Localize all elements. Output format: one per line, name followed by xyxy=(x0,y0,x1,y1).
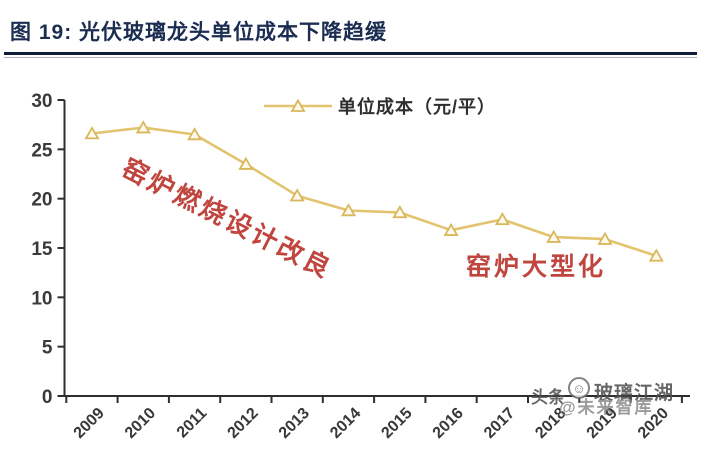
watermark-account: 玻璃江湖 xyxy=(594,383,675,404)
x-tick-label: 2012 xyxy=(225,405,262,442)
y-tick-label: 25 xyxy=(31,140,53,161)
unit-cost-series-line xyxy=(91,126,657,258)
figure-header: 图 19: 光伏玻璃龙头单位成本下降趋缓 xyxy=(10,16,700,46)
watermark-overlay: @未来智库 xyxy=(559,398,654,417)
y-tick-label: 5 xyxy=(42,338,53,359)
data-point-2015 xyxy=(392,205,408,219)
unit-cost-line-chart: 0 5 10 15 20 25 30 2009 2010 2011 2012 2013 2014 2015… xyxy=(31,91,690,442)
data-point-2013 xyxy=(289,188,305,202)
data-point-2014 xyxy=(340,203,357,217)
data-point-2011 xyxy=(187,127,203,141)
data-point-2020 xyxy=(648,248,664,262)
x-tick-label: 2017 xyxy=(481,405,518,442)
data-point-2016 xyxy=(443,222,459,236)
legend: 单位成本（元/平） xyxy=(264,93,496,119)
title-rule-divider xyxy=(4,52,697,55)
y-tick-label: 15 xyxy=(31,239,53,260)
y-tick-label: 0 xyxy=(42,387,53,408)
legend-line-marker-icon xyxy=(264,99,332,112)
smiley-avatar-icon: ☺ xyxy=(568,377,590,399)
x-tick-label: 2015 xyxy=(378,405,415,442)
data-point-2018 xyxy=(546,229,562,243)
x-tick-label: 2014 xyxy=(327,405,364,442)
data-point-2009 xyxy=(84,126,100,140)
data-point-2012 xyxy=(238,156,254,170)
data-point-2017 xyxy=(494,211,510,226)
x-tick-label: 2009 xyxy=(71,405,108,442)
x-tick-label: 2010 xyxy=(122,405,159,442)
watermark-prefix: 头条 xyxy=(531,388,565,407)
legend-label: 单位成本（元/平） xyxy=(338,97,497,117)
x-tick-label: 2011 xyxy=(174,405,211,442)
x-tick-label: 2016 xyxy=(430,405,467,442)
x-tick-label: 2013 xyxy=(276,405,313,442)
annotation-furnace-enlargement: 窑炉大型化 xyxy=(466,253,607,281)
data-point-2010 xyxy=(135,120,151,134)
chart-area: 0 5 10 15 20 25 30 2009 2010 2011 2012 2013 2014 2015… xyxy=(0,60,701,475)
data-point-2019 xyxy=(597,231,613,245)
figure-title: 图 19: 光伏玻璃龙头单位成本下降趋缓 xyxy=(10,21,388,44)
y-tick-label: 10 xyxy=(31,288,52,309)
y-tick-label: 20 xyxy=(31,190,52,211)
y-tick-label: 30 xyxy=(31,91,52,112)
watermark: 头条 ☺ 玻璃江湖 @未来智库 xyxy=(531,374,699,417)
title-rule-shadow xyxy=(4,57,697,58)
